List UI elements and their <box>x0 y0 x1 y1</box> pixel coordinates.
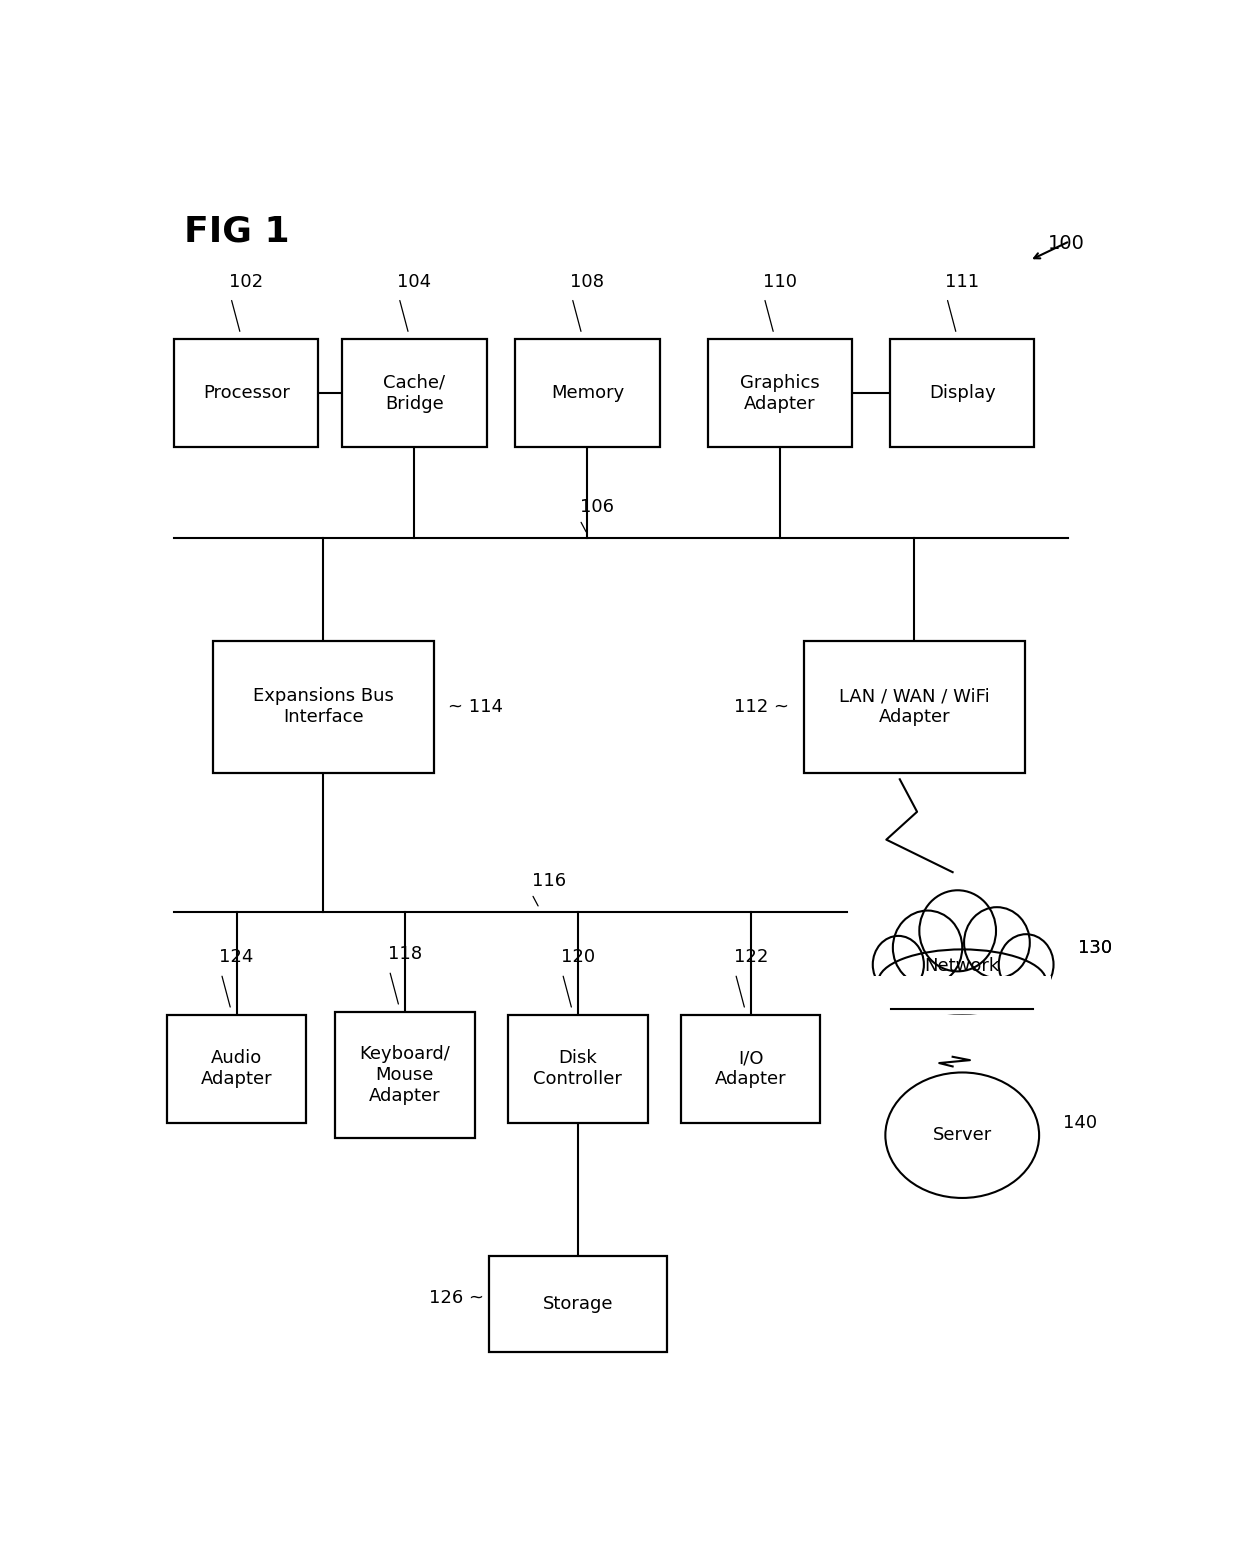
Bar <box>870 978 1054 1012</box>
FancyBboxPatch shape <box>167 1014 306 1124</box>
Text: 100: 100 <box>1048 233 1085 252</box>
Ellipse shape <box>998 934 1054 995</box>
Text: Memory: Memory <box>551 384 624 403</box>
Text: Graphics
Adapter: Graphics Adapter <box>740 375 820 412</box>
Text: 130: 130 <box>1078 939 1112 957</box>
FancyBboxPatch shape <box>342 338 486 448</box>
Text: Keyboard/
Mouse
Adapter: Keyboard/ Mouse Adapter <box>360 1045 450 1105</box>
Text: 106: 106 <box>580 498 614 516</box>
Text: ~ 114: ~ 114 <box>448 697 503 716</box>
Text: 112 ~: 112 ~ <box>734 697 789 716</box>
Ellipse shape <box>919 890 996 972</box>
Text: Expansions Bus
Interface: Expansions Bus Interface <box>253 688 393 726</box>
FancyBboxPatch shape <box>804 641 1024 773</box>
Text: 104: 104 <box>397 273 432 290</box>
FancyBboxPatch shape <box>489 1255 667 1352</box>
Text: 120: 120 <box>560 948 595 967</box>
Ellipse shape <box>878 950 1047 1014</box>
Ellipse shape <box>893 910 962 986</box>
Bar <box>874 976 1050 1014</box>
FancyBboxPatch shape <box>708 338 852 448</box>
Text: Server: Server <box>932 1127 992 1144</box>
Text: Processor: Processor <box>203 384 290 403</box>
Text: 110: 110 <box>763 273 796 290</box>
FancyBboxPatch shape <box>335 1012 475 1138</box>
Text: 118: 118 <box>388 945 422 964</box>
Text: 126 ~: 126 ~ <box>429 1290 484 1307</box>
Text: Storage: Storage <box>543 1296 613 1313</box>
Text: 108: 108 <box>570 273 604 290</box>
Ellipse shape <box>963 907 1029 978</box>
FancyBboxPatch shape <box>890 338 1034 448</box>
Text: Cache/
Bridge: Cache/ Bridge <box>383 375 445 412</box>
Text: LAN / WAN / WiFi
Adapter: LAN / WAN / WiFi Adapter <box>838 688 990 726</box>
Text: Audio
Adapter: Audio Adapter <box>201 1050 273 1087</box>
FancyBboxPatch shape <box>508 1014 647 1124</box>
Text: 111: 111 <box>945 273 980 290</box>
Ellipse shape <box>885 1072 1039 1197</box>
FancyBboxPatch shape <box>213 641 434 773</box>
Text: Disk
Controller: Disk Controller <box>533 1050 622 1087</box>
Text: Display: Display <box>929 384 996 403</box>
Text: Network: Network <box>925 957 999 975</box>
FancyBboxPatch shape <box>681 1014 821 1124</box>
FancyBboxPatch shape <box>516 338 660 448</box>
Text: 116: 116 <box>532 873 567 890</box>
Text: 130: 130 <box>1078 939 1112 957</box>
Text: FIG 1: FIG 1 <box>184 215 289 249</box>
FancyBboxPatch shape <box>174 338 319 448</box>
Ellipse shape <box>873 935 924 993</box>
Text: 124: 124 <box>219 948 254 967</box>
Text: 140: 140 <box>1063 1114 1097 1131</box>
Text: I/O
Adapter: I/O Adapter <box>715 1050 786 1087</box>
Text: 122: 122 <box>734 948 768 967</box>
Text: 102: 102 <box>229 273 263 290</box>
